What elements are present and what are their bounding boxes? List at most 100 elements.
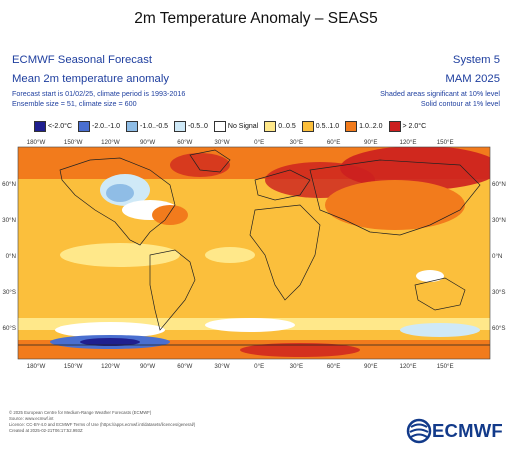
tick-label: 120°W: [101, 139, 120, 146]
legend-swatch: [388, 120, 401, 132]
logo-text: ECMWF: [432, 420, 503, 441]
footer-copyright: © 2025 European Centre for Medium-Range …: [9, 410, 152, 415]
tick-label: 120°W: [101, 363, 120, 370]
tick-label: 30°W: [214, 139, 229, 146]
tick-label: 120°E: [400, 363, 417, 370]
lat-labels-right: 60°N 30°N 0°N 30°S 60°S: [492, 181, 506, 332]
australia-no-signal: [416, 270, 444, 282]
antarctic-strong-warm: [240, 343, 360, 357]
legend-swatch: [174, 120, 187, 132]
color-legend: <-2.0°C -2.0..-1.0 -1.0..-0.5 -0.5..0 No Sig…: [34, 119, 432, 133]
lon-labels-bottom: 180°W 150°W 120°W 90°W 60°W 30°W 0°E 30°E 60°E 90…: [27, 363, 454, 370]
tick-label: 180°W: [27, 139, 46, 146]
legend-swatch: [34, 120, 46, 132]
tick-label: 90°W: [140, 363, 155, 370]
europe-outline: [254, 169, 311, 201]
north-america-outline: [59, 157, 176, 246]
legend-swatch: [301, 120, 314, 132]
legend-swatch: [345, 120, 358, 132]
legend-swatch: [264, 120, 277, 132]
greenland-warm: [170, 153, 230, 177]
tick-label: 60°W: [177, 139, 192, 146]
tick-label: 150°W: [64, 139, 83, 146]
legend-item: -0.5..0: [174, 120, 208, 132]
legend-swatch: [213, 120, 226, 132]
lon-labels-top: 180°W 150°W 120°W 90°W 60°W 30°W 0°E 30°E 60°E 90…: [27, 139, 454, 146]
greenland-outline: [189, 149, 231, 173]
south-america-outline: [149, 249, 196, 331]
siberia-strong-warm: [340, 147, 490, 190]
legend-label: 0..0.5: [278, 122, 296, 130]
south-atlantic-no-signal: [205, 318, 295, 332]
tick-label: 150°E: [437, 139, 454, 146]
legend-swatch: [126, 120, 139, 132]
tick-label: 60°E: [327, 139, 340, 146]
legend-item: 0.5..1.0: [301, 120, 340, 132]
legend-item: -1.0..-0.5: [126, 120, 169, 132]
legend-label: 0.5..1.0: [315, 122, 340, 130]
tick-label: 150°W: [64, 363, 83, 370]
footer-source: Source: www.ecmwf.int: [9, 416, 54, 421]
map-frame: [17, 146, 491, 360]
tick-label: 60°S: [3, 325, 16, 332]
variable-name: Mean 2m temperature anomaly: [12, 73, 169, 85]
tick-label: 120°E: [400, 139, 417, 146]
coastlines: [18, 149, 490, 346]
ecmwf-logo-icon: [406, 418, 432, 444]
period-label: MAM 2025: [445, 73, 500, 85]
lat-labels-left: 60°N 30°N 0°N 30°S 60°S: [2, 181, 16, 332]
org-name: ECMWF Seasonal Forecast: [12, 54, 152, 66]
tick-label: 30°S: [3, 289, 16, 296]
legend-label: 1.0..2.0: [359, 122, 383, 130]
tick-label: 60°W: [177, 363, 192, 370]
tick-label: 0°E: [254, 363, 264, 370]
australia-outline: [414, 277, 466, 311]
tick-label: 0°E: [254, 139, 264, 146]
tick-label: 60°N: [492, 181, 506, 188]
tick-label: 60°S: [492, 325, 505, 332]
footer-licence: Licence: CC-BY-4.0 and ECMWF Terms of Us…: [9, 422, 196, 427]
legend-item: <-2.0°C: [34, 120, 73, 132]
tick-label: 30°N: [2, 217, 16, 224]
legend-label: <-2.0°C: [48, 122, 73, 130]
south-indian-cool: [400, 323, 480, 337]
tick-label: 30°S: [492, 289, 505, 296]
asia-outline: [309, 159, 481, 236]
page-title: 2m Temperature Anomaly – SEAS5: [134, 10, 378, 27]
east-us-warm: [152, 205, 188, 225]
legend-swatch: [78, 120, 91, 132]
tick-label: 90°E: [364, 363, 377, 370]
ecmwf-logo: ECMWF: [406, 418, 503, 444]
legend-item: > 2.0°C: [388, 120, 427, 132]
tick-label: 90°W: [140, 139, 155, 146]
legend-label: > 2.0°C: [402, 122, 427, 130]
na-cool-core: [106, 184, 134, 202]
tick-label: 60°N: [2, 181, 16, 188]
legend-item: 1.0..2.0: [345, 120, 383, 132]
tick-label: 30°W: [214, 363, 229, 370]
africa-outline: [249, 204, 321, 301]
asia-warm: [325, 180, 465, 230]
system-label: System 5: [452, 54, 500, 66]
shading-note: Shaded areas significant at 10% level: [380, 89, 500, 98]
legend-item: 0..0.5: [264, 120, 296, 132]
tick-label: 180°W: [27, 363, 46, 370]
footer-created: Created at 2025-02-21T06:17:52.993Z: [9, 428, 83, 433]
legend-label: -1.0..-0.5: [140, 122, 169, 130]
legend-label: No Signal: [227, 122, 259, 130]
tropical-pacific-weak: [60, 243, 180, 267]
legend-label: -2.0..-1.0: [92, 122, 121, 130]
contour-note: Solid contour at 1% level: [420, 99, 500, 108]
tick-label: 60°E: [327, 363, 340, 370]
tick-label: 30°E: [290, 363, 303, 370]
antarctic-strong-cool: [80, 338, 140, 346]
legend-item: -2.0..-1.0: [78, 120, 121, 132]
tick-label: 90°E: [364, 139, 377, 146]
forecast-info: Forecast start is 01/02/25, climate peri…: [12, 89, 186, 98]
ensemble-info: Ensemble size = 51, climate size = 600: [12, 99, 137, 108]
legend-label: -0.5..0: [188, 122, 208, 130]
tick-label: 0°N: [6, 253, 16, 260]
tick-label: 150°E: [437, 363, 454, 370]
tick-label: 30°N: [492, 217, 506, 224]
